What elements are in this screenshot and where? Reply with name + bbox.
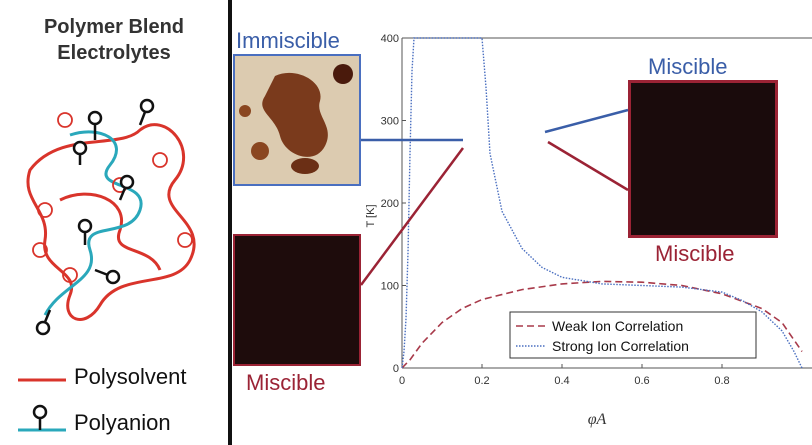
panel-divider bbox=[228, 0, 232, 445]
x-axis-label: φA bbox=[588, 411, 607, 428]
legend-frame bbox=[509, 311, 757, 359]
legend-polyanion: Polyanion bbox=[18, 402, 228, 442]
y-tick-label: 400 bbox=[381, 33, 399, 45]
title-line-2: Electrolytes bbox=[57, 42, 171, 64]
title-line-1: Polymer Blend bbox=[43, 16, 185, 38]
miscible-label-top-right: Miscible bbox=[648, 54, 728, 79]
anion-icons bbox=[35, 98, 155, 336]
chart-legend: Weak Ion Correlation Strong Ion Correlati… bbox=[509, 311, 757, 359]
legend-label-polyanion: Polyanion bbox=[74, 410, 171, 435]
y-axis-label: T [K] bbox=[365, 204, 377, 227]
series-line-strong bbox=[401, 37, 803, 369]
legend-entry-label: Strong Ion Correlation bbox=[552, 338, 689, 354]
polysolvent-line-icon bbox=[18, 378, 66, 382]
immiscible-sample-photo bbox=[233, 54, 361, 186]
x-tick-label: 0.8 bbox=[714, 375, 729, 387]
legend-polysolvent: Polysolvent bbox=[18, 362, 228, 398]
left-panel-title: Polymer Blend Electrolytes bbox=[0, 14, 228, 66]
y-tick-label: 300 bbox=[381, 116, 399, 128]
phase-diagram-chart: 0 0.2 0.4 0.6 0.8 0 100 200 300 400 T [K] φA Weak I… bbox=[365, 33, 812, 428]
y-tick-label: 100 bbox=[381, 281, 399, 293]
polyanion-line-icon bbox=[18, 404, 66, 432]
immiscible-label: Immiscible bbox=[236, 28, 340, 53]
x-tick-label: 0.6 bbox=[634, 375, 649, 387]
miscible-sample-photo-left bbox=[233, 234, 361, 366]
chart-curves bbox=[401, 37, 803, 369]
immiscible-photo-image bbox=[235, 56, 359, 184]
legend-label-polysolvent: Polysolvent bbox=[74, 364, 187, 389]
legend-entry-label: Weak Ion Correlation bbox=[552, 318, 683, 334]
polyanion-chain bbox=[43, 130, 143, 316]
polysolvent-chain-2 bbox=[59, 192, 162, 271]
y-tick-label: 200 bbox=[381, 198, 399, 210]
miscible-label-bottom-right: Miscible bbox=[655, 241, 735, 266]
polysolvent-chain bbox=[26, 123, 196, 321]
x-tick-label: 0 bbox=[399, 375, 405, 387]
x-tick-label: 0.2 bbox=[474, 375, 489, 387]
polymer-blend-illustration bbox=[26, 98, 196, 336]
miscible-sample-photo-right bbox=[628, 80, 778, 238]
y-tick-label: 0 bbox=[393, 363, 399, 375]
miscible-label-bottom-left: Miscible bbox=[246, 370, 326, 395]
x-tick-label: 0.4 bbox=[554, 375, 569, 387]
